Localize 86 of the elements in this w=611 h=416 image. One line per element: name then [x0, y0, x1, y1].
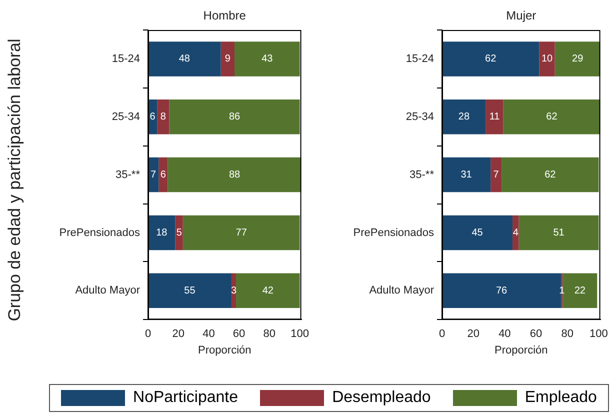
y-tick-label: Adulto Mayor [369, 284, 434, 297]
chart-title: Mujer [506, 8, 536, 22]
y-axis-title: Grupo de edad y participación laboral [5, 38, 25, 324]
bar [442, 100, 486, 134]
data-label: 45 [472, 227, 484, 238]
legend-label: Empleado [524, 389, 597, 407]
data-label: 5 [176, 227, 182, 238]
data-label: 6 [150, 112, 156, 123]
y-tick-label: PrePensionados [59, 226, 140, 239]
legend-label: Desempleado [332, 389, 431, 407]
data-label: 42 [262, 285, 274, 296]
data-label: 11 [489, 112, 500, 123]
y-tick-label: 35-** [410, 168, 435, 181]
bar [182, 215, 300, 250]
x-tick-label: 0 [438, 328, 446, 340]
bar [562, 273, 598, 308]
x-tick-label: 60 [530, 328, 542, 340]
y-tick-label: 35-** [116, 168, 141, 181]
bar [168, 157, 302, 192]
data-label: 22 [574, 285, 586, 296]
bar [234, 42, 300, 76]
chart-title: Hombre [203, 8, 246, 22]
x-tick-label: 0 [144, 328, 152, 340]
data-label: 76 [496, 285, 508, 296]
bar [442, 215, 513, 250]
bar [175, 215, 183, 250]
y-tick-label: PrePensionados [353, 226, 434, 239]
bar [490, 157, 502, 192]
data-label: 1 [559, 285, 566, 296]
bar [442, 42, 540, 76]
data-label: 7 [493, 170, 500, 181]
data-label: 62 [544, 170, 556, 181]
data-label: 8 [160, 112, 166, 123]
data-label: 62 [485, 54, 497, 65]
bar [220, 42, 235, 76]
bar [148, 215, 176, 250]
y-tick-label: Adulto Mayor [75, 284, 140, 297]
data-label: 51 [553, 227, 565, 238]
data-label: 4 [512, 227, 519, 238]
y-tick-label: 15-24 [112, 52, 140, 65]
bar [502, 157, 599, 192]
x-tick-label: 100 [290, 328, 309, 340]
bar [148, 273, 232, 308]
data-label: 28 [458, 112, 470, 123]
x-axis-title: Proporción [198, 344, 252, 356]
y-tick-label: 25-34 [406, 110, 434, 123]
x-tick-label: 60 [232, 328, 246, 340]
data-label: 43 [262, 54, 274, 65]
data-label: 3 [230, 285, 237, 296]
bar [442, 157, 491, 192]
data-label: 10 [541, 54, 554, 65]
data-label: 6 [160, 170, 166, 181]
data-label: 77 [236, 227, 248, 238]
x-tick-label: 20 [467, 328, 480, 340]
bar [442, 273, 562, 308]
data-label: 62 [546, 112, 558, 123]
data-label: 55 [184, 285, 196, 296]
bar [503, 100, 600, 134]
x-tick-label: 80 [263, 328, 276, 340]
bar [157, 100, 170, 134]
bar [512, 215, 519, 250]
data-label: 31 [460, 170, 472, 181]
x-tick-label: 100 [590, 328, 608, 340]
data-label: 18 [156, 227, 168, 238]
data-label: 9 [224, 54, 231, 65]
data-label: 48 [178, 54, 190, 65]
y-tick-label: 15-24 [406, 52, 434, 65]
x-tick-label: 20 [172, 328, 184, 340]
bar [169, 100, 300, 134]
bar [486, 100, 504, 134]
x-tick-label: 40 [202, 328, 215, 340]
x-tick-label: 80 [561, 328, 574, 340]
bar [148, 42, 221, 76]
bar [158, 157, 168, 192]
bar [539, 42, 555, 76]
data-label: 88 [228, 170, 241, 181]
data-label: 7 [150, 170, 157, 181]
legend-label: NoParticipante [133, 389, 238, 407]
bar [554, 42, 600, 76]
bar [236, 273, 300, 308]
data-label: 86 [228, 112, 241, 123]
y-tick-label: 25-34 [112, 110, 140, 123]
data-label: 29 [572, 54, 584, 65]
x-tick-label: 40 [498, 328, 511, 340]
bar [518, 215, 599, 250]
x-axis-title: Proporción [494, 344, 548, 356]
